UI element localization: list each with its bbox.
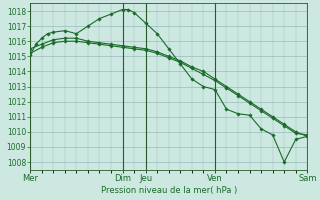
X-axis label: Pression niveau de la mer( hPa ): Pression niveau de la mer( hPa ) (100, 186, 237, 195)
